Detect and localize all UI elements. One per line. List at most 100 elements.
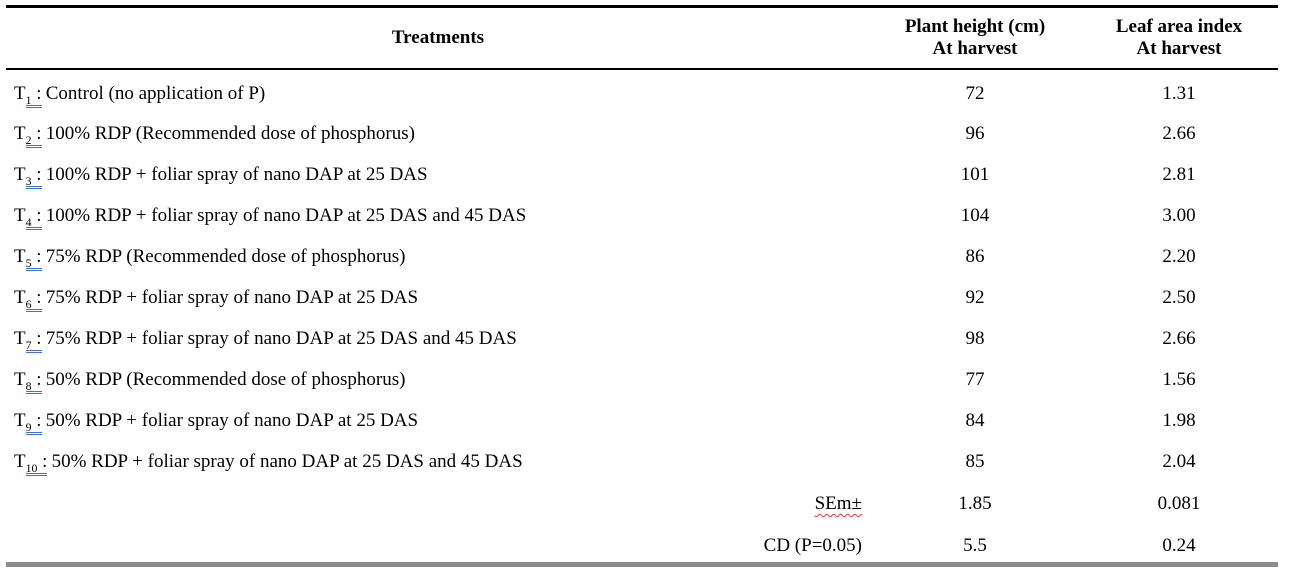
leaf-area-value: 2.50 [1162,287,1196,308]
plant-height-value: 72 [965,82,985,104]
treatment-code: T [14,164,26,185]
plant-height-value: 85 [965,451,985,472]
treatment-description: 50% RDP + foliar spray of nano DAP at 25… [45,410,419,431]
treatment-cell: T2 :100% RDP (Recommended dose of phosph… [6,110,870,151]
treatment-subscript-grammar-underline: 7 : [25,328,42,353]
leaf-area-value: 2.81 [1162,164,1196,185]
treatment-code: T [14,369,26,390]
treatment-subscript: 8 [25,379,32,393]
treatment-colon: : [31,82,42,104]
leaf-area-value: 0.081 [1157,493,1201,514]
leaf-area-value: 2.20 [1162,246,1196,267]
column-header-treatments: Treatments [6,6,870,70]
column-header-plant-height-line1: Plant height (cm) [904,15,1046,37]
treatment-subscript: 2 [25,133,32,147]
table-row: T6 :75% RDP + foliar spray of nano DAP a… [6,274,1278,315]
treatment-subscript-grammar-underline: 3 : [25,164,42,189]
treatment-cell: T7 :75% RDP + foliar spray of nano DAP a… [6,315,870,356]
treatment-label: T5 :75% RDP (Recommended dose of phospho… [14,246,406,271]
treatment-colon: : [31,410,42,431]
treatment-colon: : [31,123,42,144]
treatment-cell: T8 :50% RDP (Recommended dose of phospho… [6,356,870,397]
treatment-cell: T3 :100% RDP + foliar spray of nano DAP … [6,151,870,192]
stat-label: CD (P=0.05) [763,534,862,556]
treatment-code: T [14,205,26,226]
plant-height-value: 104 [960,205,990,226]
treatment-code: T [14,246,26,267]
treatment-label: T8 :50% RDP (Recommended dose of phospho… [14,369,405,394]
treatment-code: T [14,82,26,104]
treatment-colon: : [31,205,42,226]
plant-height-value: 5.5 [870,521,1080,567]
plant-height-value: 96 [965,123,985,144]
leaf-area-value: 2.66 [1162,123,1196,144]
stat-label-cell: CD (P=0.05) [6,521,870,567]
plant-height-value: 98 [965,328,985,349]
table-row: T5 :75% RDP (Recommended dose of phospho… [6,233,1278,274]
stat-row: CD (P=0.05) 5.5 0.24 [6,521,1278,567]
treatment-cell: T4 :100% RDP + foliar spray of nano DAP … [6,192,870,233]
stat-label-cell: SEm± [6,479,870,522]
treatment-label: T10 :50% RDP + foliar spray of nano DAP … [14,451,523,476]
plant-height-value: 1.85 [958,493,992,514]
treatment-subscript: 10 [25,461,38,475]
treatment-subscript: 4 [25,215,32,229]
table-body: T1 : Control (no application of P) 72 1.3… [6,69,1278,567]
treatment-subscript-grammar-underline: 8 : [25,369,42,394]
plant-height-value: 77 [965,369,985,390]
table-row: T7 :75% RDP + foliar spray of nano DAP a… [6,315,1278,356]
treatment-description: 50% RDP + foliar spray of nano DAP at 25… [51,451,523,472]
plant-height-value: 84 [965,410,985,431]
leaf-area-value: 1.56 [1162,369,1196,390]
treatment-subscript: 5 [25,256,32,270]
table-row: T4 :100% RDP + foliar spray of nano DAP … [6,192,1278,233]
treatment-colon: : [31,164,42,185]
treatments-results-table: Treatments Plant height (cm) At harvest … [6,5,1278,567]
column-header-leaf-area-line1: Leaf area index [1115,15,1243,37]
treatment-description: 100% RDP + foliar spray of nano DAP at 2… [45,205,527,226]
table-row: T2 :100% RDP (Recommended dose of phosph… [6,110,1278,151]
treatment-cell: T6 :75% RDP + foliar spray of nano DAP a… [6,274,870,315]
treatment-subscript: 1 [25,93,32,107]
treatment-subscript: 3 [25,174,32,188]
treatment-description: 100% RDP (Recommended dose of phosphorus… [45,123,415,144]
treatment-label: T1 : Control (no application of P) [14,82,266,108]
table-row: T1 : Control (no application of P) 72 1.3… [6,69,1278,110]
treatment-code: T [14,410,26,431]
treatment-colon: : [31,287,42,308]
treatment-description: 75% RDP (Recommended dose of phosphorus) [45,246,406,267]
treatment-label: T2 :100% RDP (Recommended dose of phosph… [14,123,415,148]
leaf-area-value: 1.98 [1162,410,1196,431]
table-row: T8 :50% RDP (Recommended dose of phospho… [6,356,1278,397]
table-row: T3 :100% RDP + foliar spray of nano DAP … [6,151,1278,192]
plant-height-value: 86 [965,246,985,267]
table-header-row: Treatments Plant height (cm) At harvest … [6,6,1278,70]
table-header: Treatments Plant height (cm) At harvest … [6,6,1278,70]
treatment-code: T [14,328,26,349]
treatment-subscript-grammar-underline: 1 : [25,82,42,108]
plant-height-value: 101 [960,164,990,185]
treatment-subscript-grammar-underline: 9 : [25,410,42,435]
column-header-leaf-area-index: Leaf area index At harvest [1080,6,1278,70]
table-row: T9 :50% RDP + foliar spray of nano DAP a… [6,397,1278,438]
stat-label: SEm± [814,493,862,514]
treatment-cell: T5 :75% RDP (Recommended dose of phospho… [6,233,870,274]
treatment-subscript: 7 [25,338,32,352]
column-header-plant-height-line2: At harvest [932,37,1018,59]
leaf-area-value: 2.04 [1162,451,1196,472]
treatment-subscript-grammar-underline: 6 : [25,287,42,312]
treatment-colon: : [31,246,42,267]
treatment-label: T6 :75% RDP + foliar spray of nano DAP a… [14,287,419,312]
treatment-description: Control (no application of P) [45,82,266,104]
leaf-area-value: 2.66 [1162,328,1196,349]
treatment-label: T9 :50% RDP + foliar spray of nano DAP a… [14,410,419,435]
treatment-colon: : [31,328,42,349]
treatment-cell: T10 :50% RDP + foliar spray of nano DAP … [6,438,870,479]
table-row: T10 :50% RDP + foliar spray of nano DAP … [6,438,1278,479]
leaf-area-value: 1.31 [1162,82,1196,104]
treatment-subscript-grammar-underline: 2 : [25,123,42,148]
treatment-code: T [14,123,26,144]
treatment-subscript-grammar-underline: 5 : [25,246,42,271]
treatment-description: 75% RDP + foliar spray of nano DAP at 25… [45,287,419,308]
